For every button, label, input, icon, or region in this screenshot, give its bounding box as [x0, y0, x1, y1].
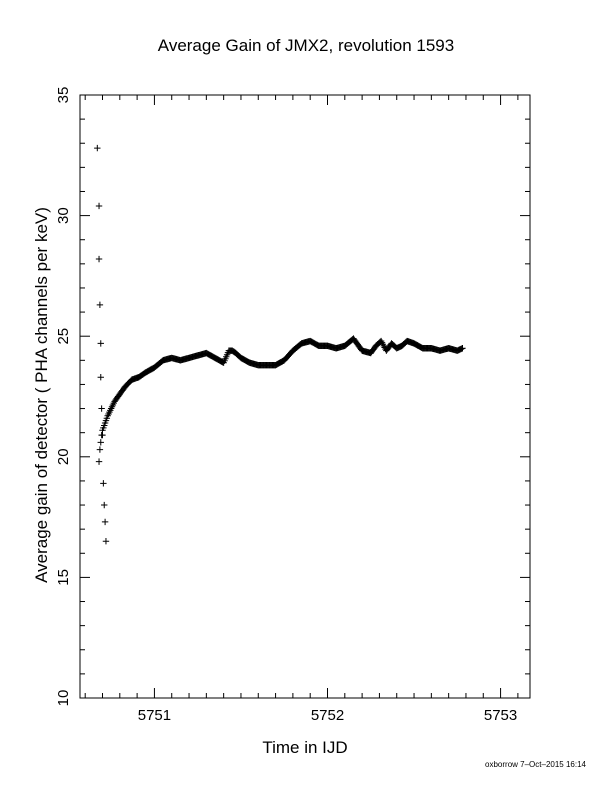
data-point: [96, 301, 104, 309]
chart-title: Average Gain of JMX2, revolution 1593: [157, 36, 455, 55]
data-point: [94, 144, 101, 152]
y-tick-label: 15: [55, 569, 72, 586]
data-point: [97, 374, 104, 381]
data-point: [101, 518, 109, 526]
data-point: [379, 341, 387, 348]
data-point: [98, 431, 105, 439]
data-point: [95, 255, 103, 263]
data-point: [97, 439, 104, 446]
y-axis-label: Average gain of detector ( PHA channels …: [32, 207, 51, 583]
data-point: [100, 480, 107, 487]
x-tick-label: 5752: [311, 707, 344, 724]
data-point: [95, 458, 103, 465]
plot-frame: [79, 94, 531, 699]
data-point: [101, 501, 108, 509]
axis-ticks: [80, 94, 530, 699]
x-tick-label: 5753: [484, 707, 517, 724]
x-tick-label: 5751: [138, 707, 171, 724]
y-tick-label: 10: [55, 690, 72, 707]
tick-labels: 5751 5752 5753 10 15 20 25 30 35: [55, 87, 517, 724]
x-axis-label: Time in IJD: [262, 738, 348, 757]
footer-stamp: oxborrow 7–Oct–2015 16:14: [485, 760, 586, 769]
data-point: [102, 538, 110, 545]
y-tick-label: 35: [55, 87, 72, 104]
y-tick-label: 25: [55, 328, 72, 345]
data-point: [97, 340, 104, 347]
data-points: [94, 144, 466, 545]
data-point: [380, 342, 387, 350]
data-point: [96, 446, 104, 453]
data-point: [95, 202, 103, 210]
data-point: [459, 345, 466, 352]
data-point: [377, 337, 385, 345]
y-tick-label: 30: [55, 207, 72, 224]
data-point: [378, 339, 386, 346]
y-tick-label: 20: [55, 448, 72, 465]
data-point: [98, 405, 105, 412]
